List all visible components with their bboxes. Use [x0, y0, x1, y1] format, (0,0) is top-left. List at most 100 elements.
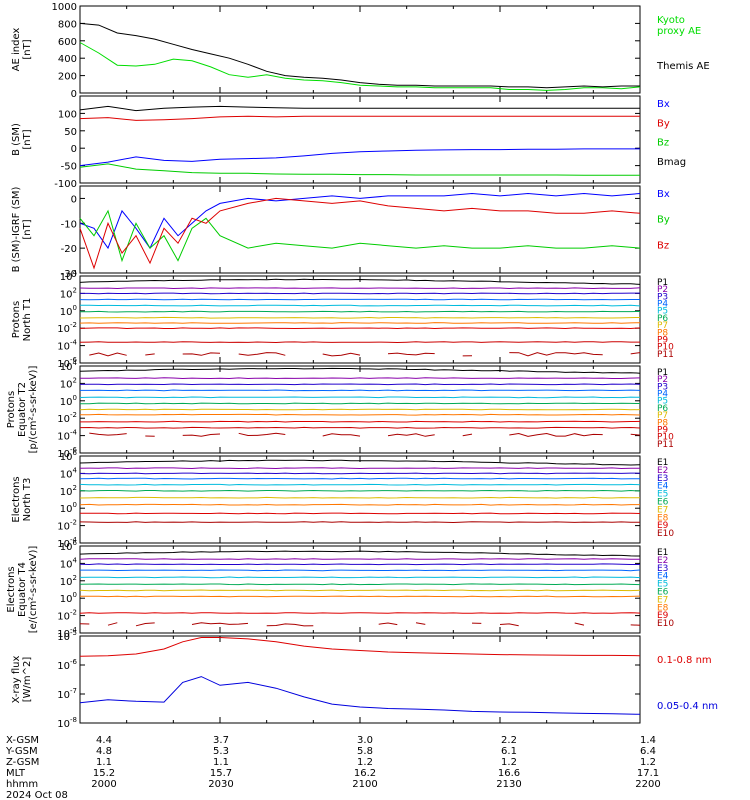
- legend-item: E4: [657, 482, 669, 492]
- ephemeris-value: 1.1: [213, 757, 229, 768]
- channel-line-e1: [79, 550, 641, 557]
- legend-item: P4: [657, 300, 668, 310]
- y-tick-label: 10-8: [57, 716, 77, 730]
- y-tick-label: 100: [58, 109, 77, 120]
- channel-line-p11: [89, 352, 641, 357]
- legend-item: P5: [657, 307, 668, 317]
- ephemeris-value: 2200: [635, 779, 660, 790]
- y-tick-label: 102: [60, 376, 77, 390]
- y-tick-label: 800: [58, 19, 77, 30]
- y-tick-label: 50: [64, 127, 77, 138]
- legend-item: P2: [657, 375, 668, 385]
- legend-item: E3: [657, 474, 668, 484]
- y-tick-label: 1000: [52, 2, 77, 13]
- y-tick-label: -50: [61, 162, 77, 173]
- channel-line-e9: [79, 612, 641, 614]
- channel-line-e1: [79, 459, 641, 466]
- series-line-bz: [79, 197, 641, 270]
- y-tick-label: 106: [60, 449, 78, 463]
- y-tick-label: 400: [58, 54, 77, 65]
- panel-electrons-t4: 106 104 102 100 10-2 10-4 ElectronsEquator T4[…: [6, 539, 674, 640]
- channel-line-e7: [79, 496, 640, 499]
- channel-line-p6: [79, 402, 641, 405]
- legend-item: E8: [657, 513, 669, 523]
- legend-item: proxy AE: [657, 26, 701, 37]
- series-line-themis-ae: [79, 22, 640, 89]
- series-line-by: [79, 209, 641, 263]
- legend-item: P10: [657, 433, 674, 443]
- ephemeris-value: 16.6: [498, 768, 520, 779]
- series-line-0-05-0-4-nm: [79, 676, 641, 715]
- channel-line-e5: [79, 483, 641, 486]
- y-tick-label: 10-4: [57, 429, 77, 443]
- channel-line-p7: [79, 316, 641, 319]
- y-tick-label: 102: [60, 484, 77, 498]
- legend-item: E2: [657, 466, 668, 476]
- legend-item: P7: [657, 321, 668, 331]
- y-tick-label: 102: [60, 574, 77, 588]
- channel-line-p3: [80, 292, 640, 295]
- channel-line-p4: [79, 298, 640, 301]
- channel-line-p1: [79, 367, 641, 374]
- legend-item: P11: [657, 350, 674, 360]
- panel-bsm: -100 -50 0 50 100 B (SM)[nT] Bx By Bz Bmag: [11, 95, 686, 190]
- channel-line-e3: [79, 563, 640, 566]
- date-label: 2024 Oct 08: [6, 790, 68, 800]
- y-tick-label: 100: [60, 394, 77, 408]
- legend-item: E3: [657, 564, 668, 574]
- y-tick-label: 104: [60, 269, 78, 283]
- panel-frame: [79, 275, 641, 364]
- panel-xray: 10-5 10-6 10-7 10-8 X-ray flux[W/m^2] 0.1-0.8…: [11, 629, 718, 730]
- series-line-0-1-0-8-nm: [79, 637, 641, 657]
- ephemeris-value: 1.2: [357, 757, 373, 768]
- panel-ae: 0 200 400 600 800 1000 AE index[nT] Kyotoproxy …: [11, 2, 710, 100]
- ephemeris-value: 2130: [496, 779, 521, 790]
- y-tick-label: 100: [60, 591, 77, 605]
- y-tick-label: -10: [61, 219, 77, 230]
- legend-item: E6: [657, 588, 669, 598]
- y-tick-label: 102: [60, 286, 77, 300]
- series-line-by: [79, 115, 640, 121]
- ephemeris-value: 3.7: [213, 735, 229, 746]
- legend-item: Bx: [657, 189, 670, 200]
- y-tick-label: 0: [71, 144, 77, 155]
- legend-item: E8: [657, 603, 669, 613]
- legend-item: E1: [657, 458, 668, 468]
- y-axis-label: B (SM)[nT]: [11, 123, 33, 156]
- channel-line-e5: [79, 576, 641, 579]
- channel-line-e3: [79, 472, 641, 475]
- ephemeris-value: 15.7: [210, 768, 232, 779]
- legend-item: 0.1-0.8 nm: [657, 655, 712, 666]
- ephemeris-value: 2030: [208, 779, 233, 790]
- legend-item: P9: [657, 335, 668, 345]
- ephemeris-label: Y-GSM: [5, 746, 38, 757]
- legend-item: P11: [657, 440, 674, 450]
- channel-line-p10: [79, 341, 640, 344]
- legend-item: E7: [657, 505, 668, 515]
- y-tick-label: 100: [60, 304, 77, 318]
- channel-line-e9: [80, 512, 641, 515]
- legend-item: E9: [657, 611, 669, 621]
- y-axis-label: ProtonsNorth T1: [11, 298, 33, 342]
- ephemeris-value: 6.4: [640, 746, 656, 757]
- series-line-bmag: [79, 105, 640, 112]
- channel-line-p4: [80, 389, 641, 392]
- channel-line-p3: [79, 383, 641, 386]
- legend-item: P9: [657, 425, 668, 435]
- panel-frame: [79, 455, 641, 544]
- ephemeris-value: 17.1: [637, 768, 659, 779]
- ephemeris-value: 15.2: [93, 768, 115, 779]
- channel-line-e4: [80, 569, 641, 572]
- legend-item: E1: [657, 548, 668, 558]
- channel-line-e8: [79, 595, 641, 598]
- y-tick-label: 10-4: [57, 339, 77, 353]
- series-line-bx: [79, 148, 640, 167]
- ephemeris-value: 2.2: [501, 735, 517, 746]
- y-tick-label: 104: [60, 556, 78, 570]
- panel-frame: [79, 5, 641, 94]
- legend-item: Kyoto: [657, 15, 685, 26]
- channel-line-e10: [79, 622, 641, 627]
- legend-item: P3: [657, 382, 668, 392]
- legend-item: 0.05-0.4 nm: [657, 701, 718, 712]
